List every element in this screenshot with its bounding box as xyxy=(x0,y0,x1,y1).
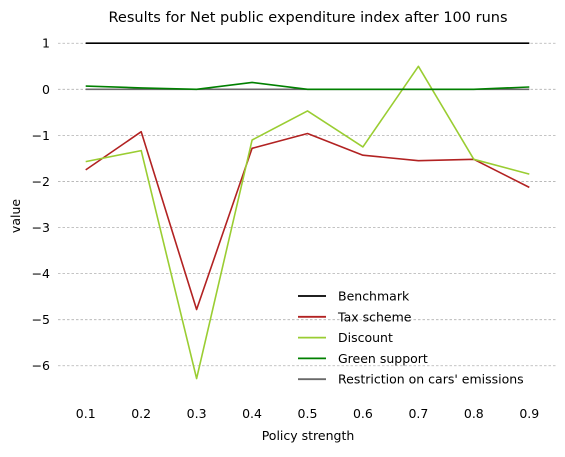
chart-title: Results for Net public expenditure index… xyxy=(108,10,507,26)
y-tick-label: −5 xyxy=(32,312,50,327)
y-axis-ticks: 1 0 −1 −2 −3 −4 −5 −6 xyxy=(32,36,50,374)
x-tick-label: 0.7 xyxy=(408,406,428,421)
x-tick-label: 0.6 xyxy=(353,406,373,421)
series-lines xyxy=(85,42,530,380)
legend-label: Green support xyxy=(338,351,428,366)
y-tick-label: 1 xyxy=(42,36,50,51)
series-line-1 xyxy=(85,130,530,311)
y-tick-label: −4 xyxy=(32,266,50,281)
y-axis-label: value xyxy=(8,199,23,233)
y-tick-label: −1 xyxy=(32,128,50,143)
x-tick-label: 0.9 xyxy=(519,406,539,421)
y-tick-label: −2 xyxy=(32,174,50,189)
chart-legend: Benchmark Tax scheme Discount Green support… xyxy=(298,289,524,387)
x-tick-label: 0.4 xyxy=(242,406,262,421)
legend-label: Tax scheme xyxy=(337,309,412,324)
x-tick-label: 0.3 xyxy=(187,406,207,421)
x-axis-label: Policy strength xyxy=(262,428,355,443)
legend-label: Discount xyxy=(338,330,393,345)
y-tick-label: 0 xyxy=(42,82,50,97)
legend-label: Restriction on cars' emissions xyxy=(338,372,524,387)
x-tick-label: 0.2 xyxy=(131,406,151,421)
x-tick-label: 0.5 xyxy=(298,406,318,421)
x-tick-label: 0.1 xyxy=(76,406,96,421)
series-line-3 xyxy=(85,81,530,91)
x-tick-label: 0.8 xyxy=(464,406,484,421)
x-axis-ticks: 0.1 0.2 0.3 0.4 0.5 0.6 0.7 0.8 0.9 xyxy=(76,406,539,421)
y-tick-label: −3 xyxy=(32,220,50,235)
series-line-2 xyxy=(85,65,530,380)
legend-label: Benchmark xyxy=(338,289,410,304)
y-tick-label: −6 xyxy=(32,358,50,373)
